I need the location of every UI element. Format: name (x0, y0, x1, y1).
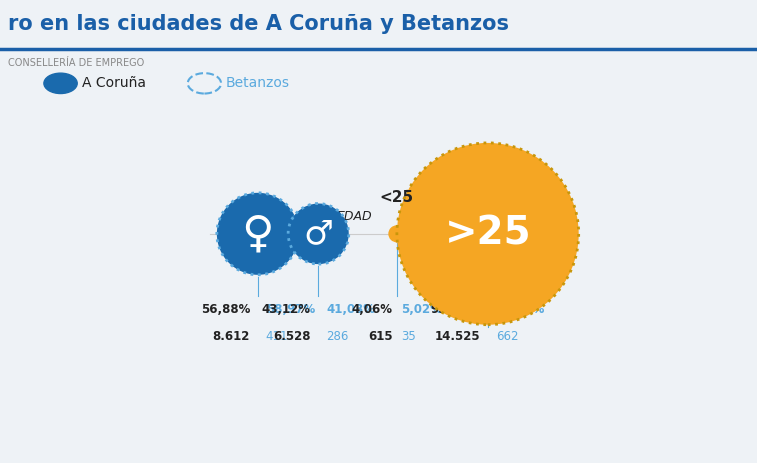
Text: 14.525: 14.525 (435, 330, 480, 343)
Circle shape (217, 193, 299, 275)
Text: 662: 662 (496, 330, 518, 343)
Text: 41,03%: 41,03% (326, 303, 375, 316)
Text: 56,88%: 56,88% (201, 303, 250, 316)
Text: A Coruña: A Coruña (82, 76, 146, 90)
Text: 411: 411 (266, 330, 288, 343)
Text: 94,98%: 94,98% (496, 303, 545, 316)
Text: 95,94%: 95,94% (431, 303, 480, 316)
Text: 5,02%: 5,02% (401, 303, 442, 316)
Text: EDAD: EDAD (336, 210, 372, 223)
Circle shape (389, 226, 405, 242)
Text: CONSELLERÍA DE EMPREGO: CONSELLERÍA DE EMPREGO (8, 58, 144, 68)
Text: <25: <25 (380, 189, 414, 205)
Text: ♀: ♀ (241, 213, 274, 255)
Text: Betanzos: Betanzos (226, 76, 290, 90)
Text: 43,12%: 43,12% (262, 303, 310, 316)
Text: 6.528: 6.528 (273, 330, 310, 343)
Text: 35: 35 (401, 330, 416, 343)
Circle shape (288, 204, 349, 264)
Text: ro en las ciudades de A Coruña y Betanzos: ro en las ciudades de A Coruña y Betanzo… (8, 14, 509, 34)
Text: 286: 286 (326, 330, 349, 343)
Text: 58,97%: 58,97% (266, 303, 315, 316)
Text: >25: >25 (444, 215, 531, 253)
Circle shape (397, 143, 578, 325)
Text: 615: 615 (368, 330, 393, 343)
Text: 4,06%: 4,06% (351, 303, 393, 316)
Text: 8.612: 8.612 (213, 330, 250, 343)
Text: ♂: ♂ (304, 217, 333, 250)
